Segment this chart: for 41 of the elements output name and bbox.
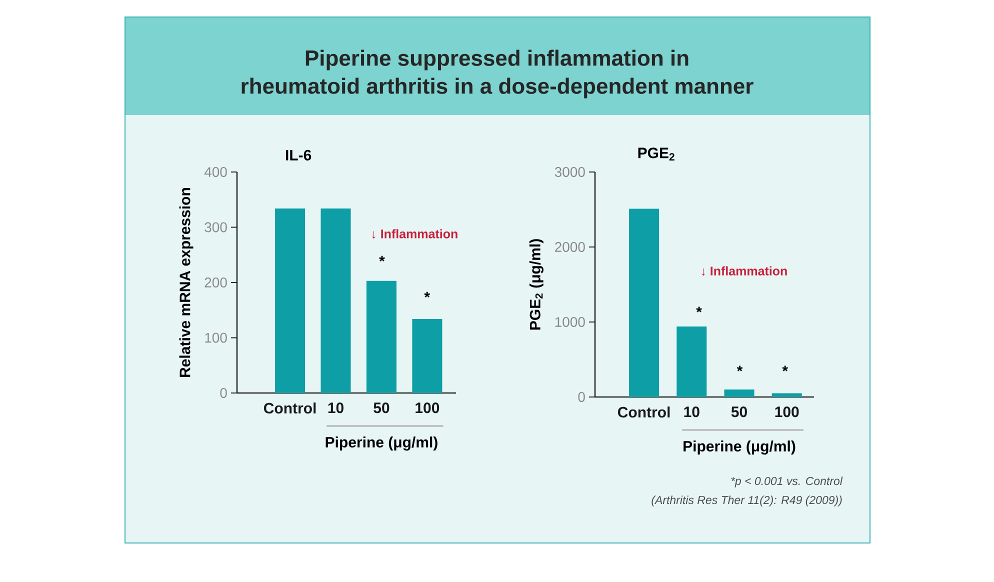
x-tick-label: 100	[775, 406, 799, 418]
annotation: *	[424, 292, 430, 298]
y-tick-label: 200	[204, 278, 227, 288]
annotation: ↓ Inflammation	[702, 266, 787, 276]
x-tick-label: 100	[416, 402, 440, 414]
bar	[275, 208, 306, 393]
annotation: *	[379, 256, 385, 262]
y-axis-title: Relative mRNA expression	[179, 188, 194, 377]
y-tick-label: 3000	[554, 167, 585, 177]
annotation: *	[696, 306, 702, 312]
bar	[629, 208, 660, 397]
annotation: *	[782, 366, 788, 372]
annotation: ↓ Inflammation	[372, 229, 458, 239]
x-tick-label: 50	[374, 402, 390, 414]
text: Piperine suppressed inflammation in rheumatoid arthritis in a dose-dependent manner	[242, 50, 754, 98]
y-tick-label: 1000	[555, 317, 585, 327]
bar	[412, 318, 442, 393]
text: *p < 0.001 vs. Control	[731, 476, 843, 488]
bar	[676, 326, 707, 397]
y-tick-label: 400	[204, 167, 227, 177]
y-tick-label: 2000	[555, 242, 585, 252]
x-axis-title: Piperine (μg/ml)	[684, 440, 796, 455]
bar	[366, 280, 396, 393]
x-axis-title: Piperine (μg/ml)	[326, 436, 438, 451]
annotation: *	[736, 366, 743, 372]
bar	[724, 390, 754, 397]
chart-title: PGE$_{2}$	[638, 148, 674, 160]
bar	[320, 208, 351, 393]
x-tick-label: 50	[731, 406, 747, 418]
y-tick-label: 100	[205, 332, 227, 343]
x-tick-label: 10	[328, 402, 344, 414]
x-tick-label: Control	[618, 406, 670, 418]
y-tick-label: 300	[204, 222, 227, 232]
y-axis-title: PGE$_{2}$ (μg/ml)	[529, 239, 544, 330]
x-tick-label: 10	[684, 406, 700, 418]
chart-title: IL-6	[286, 150, 312, 160]
text: (Arthritis Res Ther 11(2): R49 (2009))	[652, 496, 842, 506]
y-tick-label: 0	[220, 388, 227, 398]
bar	[772, 393, 802, 397]
y-tick-label: 0	[578, 392, 585, 402]
x-tick-label: Control	[264, 402, 316, 414]
